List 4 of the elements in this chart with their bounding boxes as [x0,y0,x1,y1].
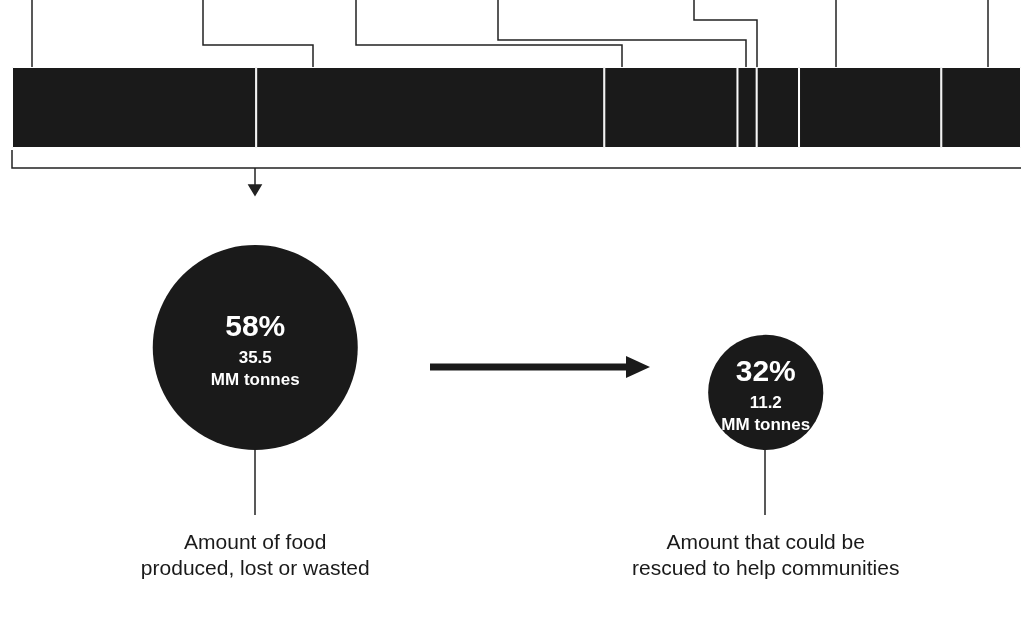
data-label: 58% 35.5 MM tonnes [210,309,300,389]
data-label: 32% 11.2 MM tonnes [721,353,811,434]
category-label: Amount that could be rescued to help communities [632,529,900,579]
category-label: Amount of food produced, lost or wasted [140,529,370,579]
